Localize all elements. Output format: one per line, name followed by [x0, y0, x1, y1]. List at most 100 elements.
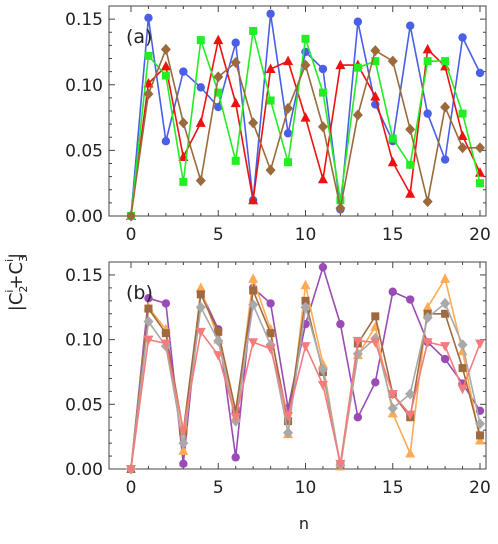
data-point-s4: [143, 316, 154, 328]
data-point-s1: [179, 459, 188, 469]
data-point-s2: [248, 194, 259, 205]
data-point-s3: [214, 88, 223, 97]
data-point-s2: [230, 97, 241, 108]
data-point-s5: [213, 351, 224, 361]
data-point-s1: [144, 13, 153, 23]
data-point-s3: [371, 312, 380, 321]
data-point-s5: [143, 335, 154, 346]
data-point-s2: [405, 188, 416, 198]
data-point-s2: [213, 34, 224, 45]
data-point-s1: [406, 295, 415, 304]
data-point-s4: [387, 55, 398, 67]
data-point-s4: [143, 88, 154, 100]
data-point-s3: [336, 196, 345, 205]
data-point-s1: [231, 38, 240, 47]
data-point-s2: [300, 112, 311, 122]
data-point-s4: [475, 418, 485, 430]
data-point-s5: [178, 426, 189, 436]
data-point-s4: [405, 388, 416, 400]
data-point-s4: [126, 210, 136, 222]
data-point-s2: [195, 282, 206, 292]
data-point-s4: [230, 56, 241, 68]
data-point-s3: [196, 290, 205, 299]
data-point-s3: [231, 406, 240, 415]
data-point-s1: [179, 67, 188, 76]
data-point-s3: [301, 34, 310, 43]
data-point-s1: [423, 109, 432, 118]
data-point-s1: [231, 453, 240, 462]
data-point-s3: [406, 160, 415, 169]
data-point-s5: [335, 459, 346, 470]
data-point-s3: [318, 88, 327, 97]
data-point-s4: [178, 437, 189, 449]
data-point-s1: [161, 136, 171, 146]
data-point-s4: [213, 335, 224, 347]
data-point-s4: [352, 109, 363, 121]
data-point-s1: [266, 299, 275, 308]
data-point-s5: [283, 411, 294, 422]
data-point-s2: [457, 130, 468, 140]
data-point-s3: [476, 179, 484, 188]
data-point-s5: [126, 465, 136, 475]
y-tick-label: 0.05: [65, 141, 103, 161]
data-point-s4: [440, 297, 451, 309]
data-point-s2: [300, 279, 311, 290]
data-point-s3: [161, 71, 170, 80]
panel-a: 0.00 0.05 0.10 0.15 0 5 10 15 20 (a): [65, 5, 491, 245]
data-point-s4: [422, 196, 433, 208]
data-point-s2: [317, 358, 328, 369]
data-point-s4: [195, 301, 206, 313]
data-point-s3: [249, 26, 258, 35]
x-tick-label: 0: [126, 478, 137, 498]
data-point-s4: [387, 402, 398, 414]
data-point-s3: [284, 158, 293, 167]
data-point-s4: [265, 164, 276, 176]
data-point-s3: [231, 156, 240, 165]
data-point-s4: [457, 339, 468, 351]
data-point-s4: [178, 117, 189, 129]
data-point-s1: [161, 299, 171, 308]
x-axis-label: n: [299, 514, 309, 533]
data-point-s3: [441, 57, 450, 66]
data-point-s4: [300, 59, 311, 71]
data-point-s2: [475, 435, 485, 445]
panel-label: (a): [126, 26, 152, 48]
panel-label: (b): [126, 282, 153, 304]
data-point-s2: [387, 156, 398, 167]
data-point-s3: [266, 96, 275, 105]
data-point-s1: [283, 129, 293, 138]
data-point-s1: [406, 21, 415, 30]
data-point-s4: [283, 427, 294, 439]
data-point-s5: [387, 389, 398, 400]
data-point-s4: [283, 102, 294, 114]
data-point-s2: [195, 117, 206, 127]
data-point-s4: [160, 43, 171, 55]
data-point-s4: [335, 202, 346, 214]
data-point-s2: [422, 43, 433, 54]
data-point-s5: [317, 380, 328, 391]
data-point-s4: [317, 121, 328, 133]
x-tick-label: 5: [213, 225, 224, 245]
data-point-s1: [353, 17, 363, 26]
data-point-s4: [213, 71, 224, 83]
data-point-s1: [336, 319, 345, 329]
data-point-s3: [144, 51, 153, 60]
data-point-s1: [196, 83, 205, 92]
data-point-s2: [335, 59, 346, 70]
data-point-s4: [475, 142, 485, 154]
data-point-s2: [283, 55, 294, 66]
data-point-s1: [266, 9, 275, 19]
data-point-s2: [265, 63, 276, 73]
data-point-s5: [422, 338, 433, 348]
x-tick-label: 10: [295, 478, 317, 498]
data-point-s3: [266, 329, 275, 338]
data-point-s4: [422, 312, 433, 324]
data-point-s1: [458, 33, 467, 42]
x-tick-label: 0: [126, 225, 137, 245]
y-tick-label: 0.00: [65, 207, 103, 227]
data-point-s4: [440, 101, 451, 113]
x-tick-label: 15: [382, 478, 404, 498]
y-tick-label: 0.00: [65, 460, 103, 480]
data-point-s1: [353, 413, 363, 422]
data-point-s3: [458, 109, 467, 118]
